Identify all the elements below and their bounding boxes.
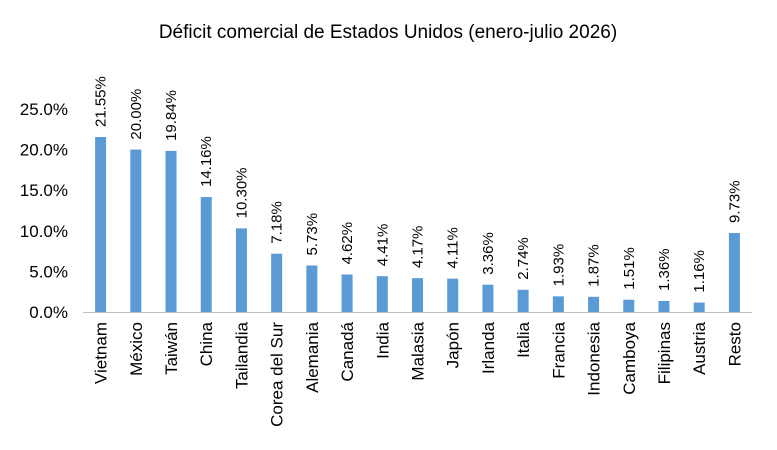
y-tick-label: 20.0% <box>20 141 68 160</box>
data-label: 9.73% <box>726 180 743 223</box>
bar <box>412 278 423 312</box>
bar <box>341 274 353 312</box>
y-tick-label: 5.0% <box>29 262 68 281</box>
data-label: 4.41% <box>374 224 391 267</box>
category-label: Tailandia <box>232 321 251 389</box>
y-tick-label: 10.0% <box>20 222 68 241</box>
bar <box>200 197 212 312</box>
bar <box>95 137 107 312</box>
data-label: 20.00% <box>128 89 145 140</box>
bar <box>623 299 635 312</box>
y-tick-label: 25.0% <box>20 100 68 119</box>
data-labels: 21.55% 20.00% 19.84% 14.16% 10.30% 7.18% 5.73%… <box>93 76 744 292</box>
data-label: 14.16% <box>198 136 215 187</box>
y-tick-label: 15.0% <box>20 181 68 200</box>
data-label: 1.93% <box>550 244 567 287</box>
category-labels: Vietnam México Taiwán China Tailandia Corea d… <box>92 321 745 426</box>
category-label: Camboya <box>620 321 639 394</box>
bar <box>482 284 494 312</box>
category-label: México <box>127 322 146 376</box>
bar <box>552 296 564 312</box>
category-label: Austria <box>690 321 709 374</box>
category-label: Francia <box>549 321 568 378</box>
category-label: Malasia <box>409 321 428 380</box>
category-label: Canadá <box>338 321 357 381</box>
bar <box>165 150 177 312</box>
category-label: Corea del Sur <box>268 322 287 427</box>
data-label: 1.16% <box>691 250 708 293</box>
category-label: Irlanda <box>479 321 498 374</box>
category-label: Alemania <box>303 321 322 392</box>
chart-title: Déficit comercial de Estados Unidos (ene… <box>159 22 617 43</box>
category-label: Japón <box>444 322 463 368</box>
data-label: 3.36% <box>480 232 497 275</box>
category-label: India <box>373 321 392 358</box>
data-label: 4.17% <box>410 226 427 269</box>
bar <box>658 300 670 312</box>
category-label: Taiwán <box>162 322 181 375</box>
bar <box>728 232 740 312</box>
category-label: China <box>197 321 216 366</box>
bar <box>376 276 388 312</box>
data-label: 21.55% <box>93 76 110 127</box>
data-label: 5.73% <box>304 213 321 256</box>
bar <box>447 278 459 312</box>
bar <box>517 289 529 312</box>
data-label: 19.84% <box>163 90 180 141</box>
bar <box>235 228 247 312</box>
category-label: Indonesia <box>585 321 604 395</box>
data-label: 4.62% <box>339 222 356 265</box>
data-label: 4.11% <box>445 227 462 268</box>
category-label: Resto <box>725 322 744 366</box>
category-label: Italia <box>514 321 533 357</box>
data-label: 7.18% <box>269 201 286 244</box>
data-label: 10.30% <box>233 167 250 218</box>
bar <box>693 302 705 312</box>
y-tick-label: 0.0% <box>29 303 68 322</box>
data-label: 1.51% <box>621 247 638 290</box>
bar <box>130 149 142 312</box>
data-label: 1.87% <box>586 244 603 287</box>
bars <box>95 137 740 312</box>
y-axis-ticks: 0.0% 5.0% 10.0% 15.0% 20.0% 25.0% <box>20 100 68 322</box>
data-label: 1.36% <box>656 248 673 291</box>
bar <box>588 296 600 312</box>
category-label: Vietnam <box>92 322 111 384</box>
category-label: Filipinas <box>655 322 674 384</box>
bar <box>306 265 318 312</box>
data-label: 2.74% <box>515 237 532 280</box>
bar <box>271 253 283 312</box>
